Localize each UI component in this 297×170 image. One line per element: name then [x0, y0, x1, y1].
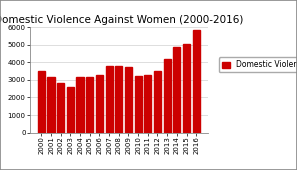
Bar [135, 75, 142, 133]
Bar [57, 83, 64, 133]
Bar [125, 67, 132, 133]
Bar [105, 66, 113, 133]
Bar [173, 47, 181, 133]
Legend: Domestic Violence: Domestic Violence [219, 57, 297, 72]
Bar [115, 66, 122, 133]
Bar [192, 30, 200, 133]
Bar [38, 71, 45, 133]
Bar [154, 71, 161, 133]
Bar [183, 44, 190, 133]
Title: Domestic Violence Against Women (2000-2016): Domestic Violence Against Women (2000-20… [0, 15, 244, 25]
Bar [86, 77, 94, 133]
Bar [144, 75, 151, 133]
Bar [48, 77, 55, 133]
Bar [164, 59, 171, 133]
Bar [67, 87, 74, 133]
Bar [96, 75, 103, 133]
Bar [77, 77, 84, 133]
